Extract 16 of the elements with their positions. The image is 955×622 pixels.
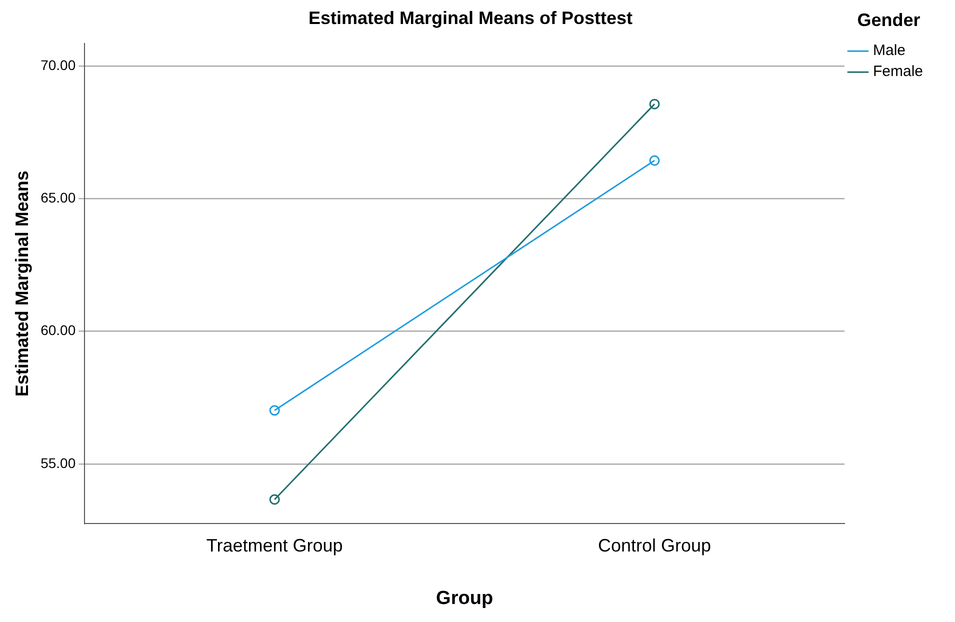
y-axis-title: Estimated Marginal Means <box>12 170 32 397</box>
legend-label: Male <box>872 42 906 60</box>
x-axis-title: Group <box>436 588 494 609</box>
y-tick-label: 65.00 <box>40 190 76 206</box>
x-tick-label: Traetment Group <box>206 535 343 556</box>
y-tick-label: 60.00 <box>40 322 76 338</box>
legend-title: Gender <box>857 10 920 30</box>
chart-title: Estimated Marginal Means of Posttest <box>308 8 633 28</box>
y-tick-label: 55.00 <box>40 454 76 471</box>
point <box>269 405 280 416</box>
point <box>269 494 280 505</box>
y-tick-label: 70.00 <box>40 57 76 73</box>
legend-label: Female <box>872 63 924 80</box>
point <box>649 155 660 166</box>
point <box>649 98 660 110</box>
x-tick-label: Control Group <box>598 535 712 556</box>
